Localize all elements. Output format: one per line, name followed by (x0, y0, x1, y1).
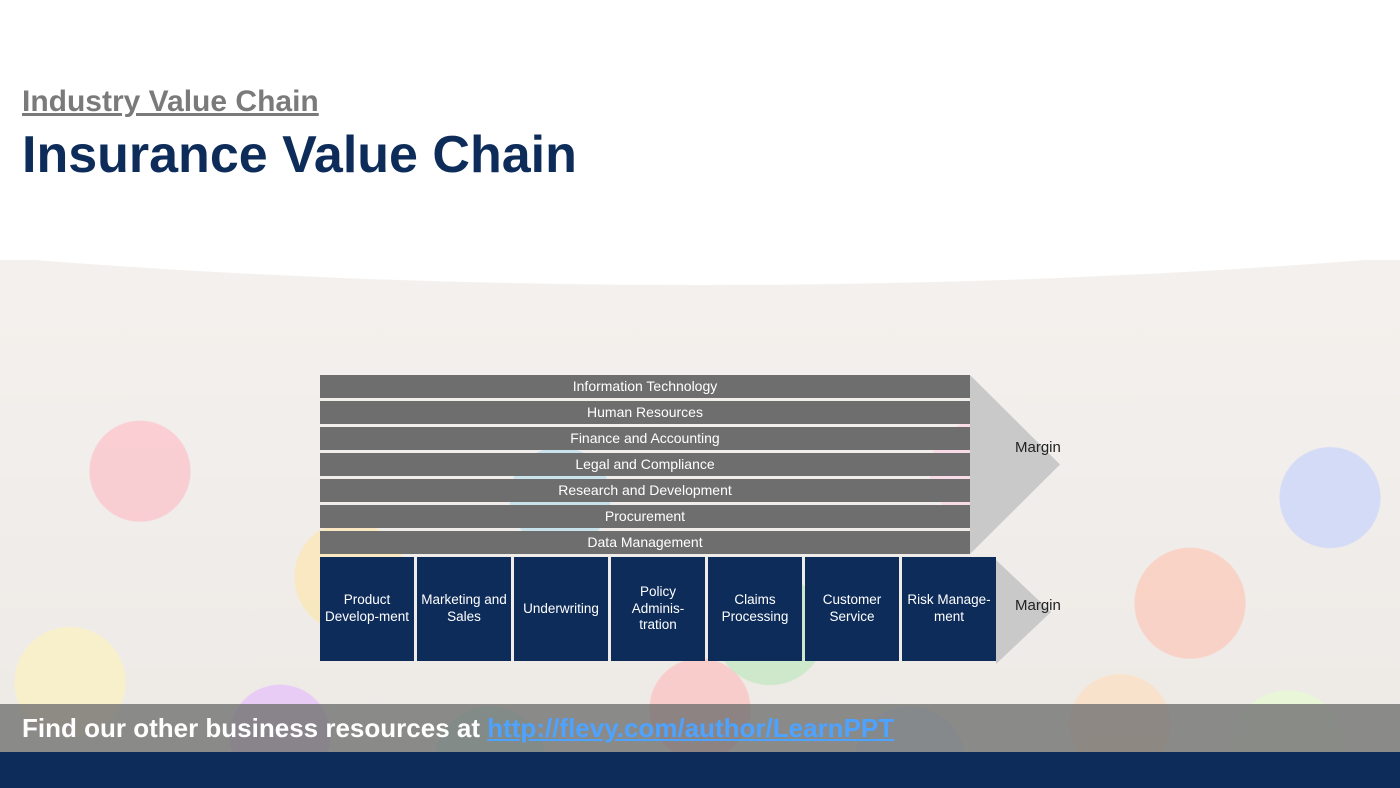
support-activity: Human Resources (320, 401, 970, 424)
support-activity: Information Technology (320, 375, 970, 398)
primary-activities-row: Product Develop-ment Marketing and Sales… (320, 557, 1090, 661)
margin-label-top: Margin (1015, 439, 1061, 456)
primary-activity: Policy Adminis-tration (611, 557, 705, 661)
header-block: Industry Value Chain Insurance Value Cha… (22, 85, 577, 185)
footer-prefix: Find our other business resources at (22, 713, 487, 743)
support-activity: Research and Development (320, 479, 970, 502)
primary-activity: Claims Processing (708, 557, 802, 661)
footer-link[interactable]: http://flevy.com/author/LearnPPT (487, 713, 894, 743)
eyebrow-title: Industry Value Chain (22, 85, 577, 119)
bottom-bar (0, 752, 1400, 788)
support-activity: Data Management (320, 531, 970, 554)
footer-text: Find our other business resources at htt… (22, 713, 894, 744)
margin-label-bottom: Margin (1015, 597, 1061, 614)
primary-activity: Risk Manage-ment (902, 557, 996, 661)
slide: Industry Value Chain Insurance Value Cha… (0, 0, 1400, 788)
primary-arrowhead (996, 560, 1066, 669)
value-chain-diagram: Information Technology Human Resources F… (320, 375, 1090, 661)
support-activity: Legal and Compliance (320, 453, 970, 476)
page-title: Insurance Value Chain (22, 125, 577, 185)
support-activity: Procurement (320, 505, 970, 528)
primary-activity: Customer Service (805, 557, 899, 661)
primary-activity: Underwriting (514, 557, 608, 661)
footer-strip: Find our other business resources at htt… (0, 704, 1400, 752)
primary-activity: Product Develop-ment (320, 557, 414, 661)
primary-activity: Marketing and Sales (417, 557, 511, 661)
support-activity: Finance and Accounting (320, 427, 970, 450)
